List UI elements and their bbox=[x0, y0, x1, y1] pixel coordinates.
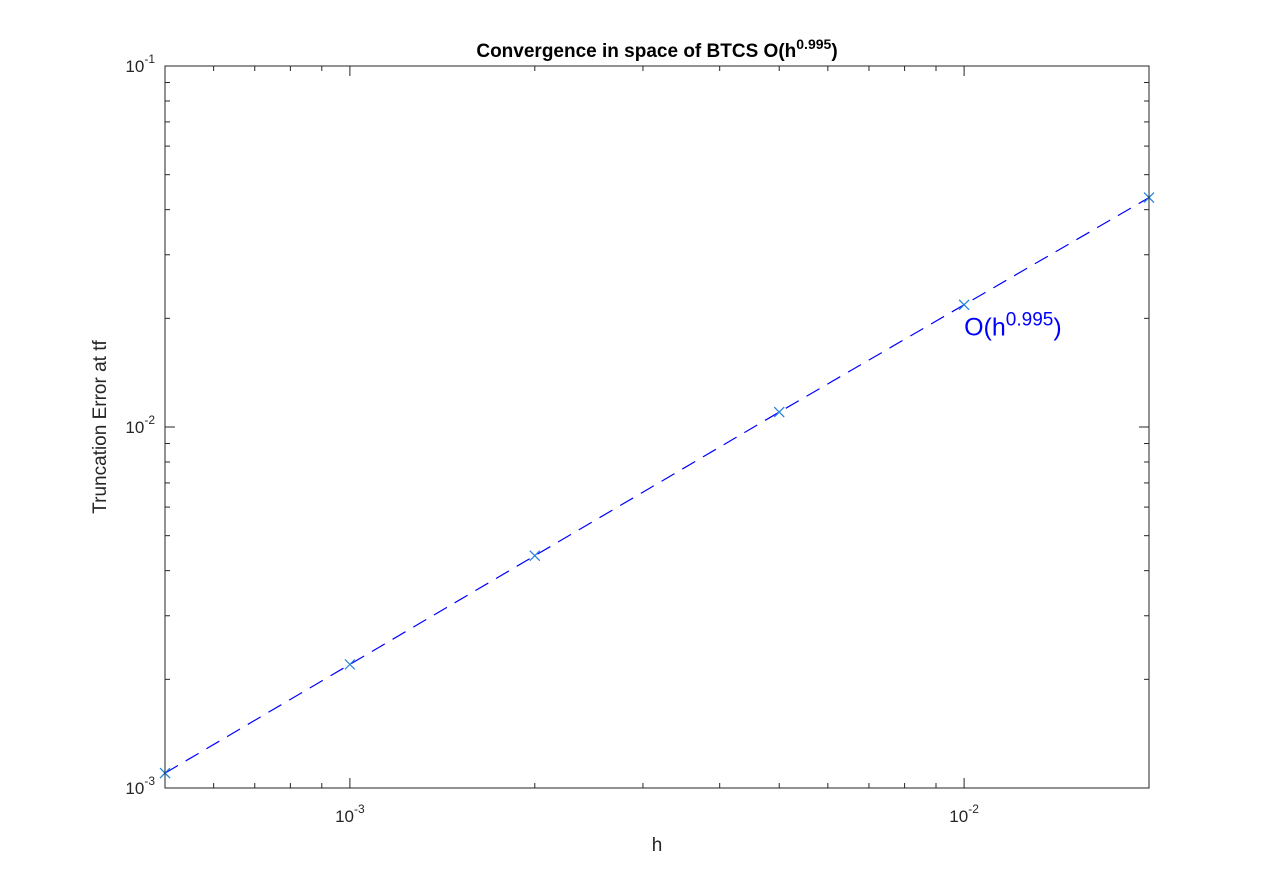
plot-frame bbox=[164, 65, 1150, 789]
data-point-marker bbox=[958, 299, 970, 311]
chart-title-base: Convergence in space of BTCS O(h bbox=[476, 41, 796, 62]
data-point-marker bbox=[529, 550, 541, 562]
marker-stroke bbox=[344, 658, 356, 670]
y-tick-label-base: 10 bbox=[125, 57, 144, 76]
chart-title-superscript: 0.995 bbox=[796, 36, 831, 52]
x-tick-label-exponent: -3 bbox=[354, 802, 365, 816]
x-tick-label: 10-3 bbox=[335, 802, 365, 826]
y-axis-label: Truncation Error at tf bbox=[90, 340, 111, 514]
x-axis-label: h bbox=[652, 835, 663, 856]
annotation-base: O(h bbox=[964, 314, 1006, 342]
x-tick-labels: 10-3 10-2 bbox=[335, 802, 979, 826]
x-tick-label-base: 10 bbox=[949, 807, 968, 826]
chart-title: Convergence in space of BTCS O(h0.995) bbox=[476, 36, 837, 62]
marker-stroke bbox=[958, 299, 970, 311]
y-tick-label-base: 10 bbox=[125, 779, 144, 798]
y-tick-label-base: 10 bbox=[125, 418, 144, 437]
y-tick-label: 10-3 bbox=[125, 774, 155, 798]
marker-stroke bbox=[773, 406, 785, 418]
y-tick-label: 10-2 bbox=[125, 413, 155, 437]
y-tick-label: 10-1 bbox=[125, 52, 155, 76]
y-tick-label-exponent: -2 bbox=[144, 413, 155, 427]
x-tick-label-base: 10 bbox=[335, 807, 354, 826]
x-tick-label-exponent: -2 bbox=[968, 802, 979, 816]
annotation-superscript: 0.995 bbox=[1006, 310, 1054, 331]
series-line bbox=[164, 197, 1150, 774]
plot-area bbox=[165, 66, 1149, 788]
data-point-marker bbox=[773, 406, 785, 418]
marker-stroke bbox=[529, 550, 541, 562]
chart-title-tail: ) bbox=[831, 41, 837, 62]
y-tick-labels: 10-310-210-1 bbox=[125, 52, 155, 798]
minor-ticks bbox=[164, 66, 1150, 788]
x-tick-label: 10-2 bbox=[949, 802, 979, 826]
annotation-tail: ) bbox=[1053, 314, 1061, 342]
y-tick-label-exponent: -1 bbox=[144, 52, 155, 66]
data-point-marker bbox=[344, 658, 356, 670]
convergence-order-annotation: O(h0.995) bbox=[964, 310, 1062, 342]
y-tick-label-exponent: -3 bbox=[144, 774, 155, 788]
